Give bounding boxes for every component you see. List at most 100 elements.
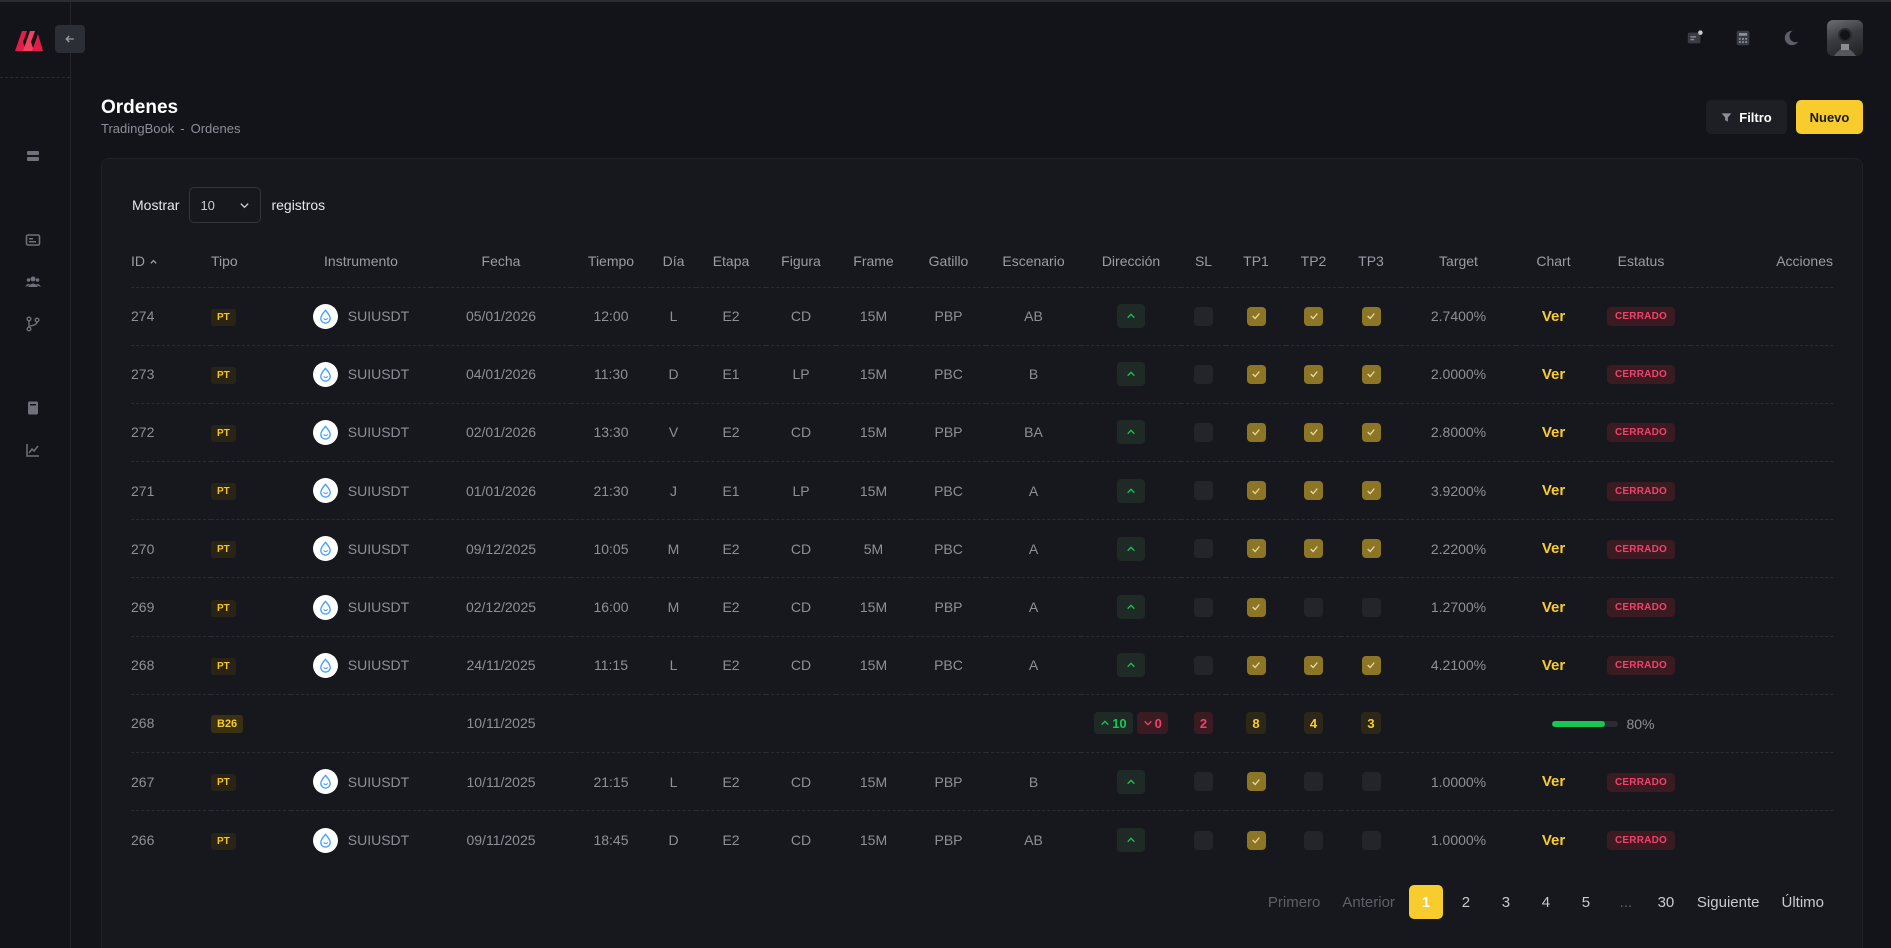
pagination-page-2[interactable]: 2 (1461, 893, 1471, 911)
view-chart-link[interactable]: Ver (1541, 423, 1566, 441)
cell-instrumento: SUIUSDT (291, 752, 431, 812)
cell-acciones (1691, 287, 1833, 346)
tp3-checkbox (1361, 481, 1381, 501)
pagination-page-30[interactable]: 30 (1657, 893, 1675, 911)
sidebar-item-branch[interactable] (23, 314, 43, 334)
column-header-sl[interactable]: SL (1181, 235, 1226, 288)
column-header-direccion[interactable]: Dirección (1081, 235, 1181, 288)
cell-tp1 (1226, 287, 1286, 346)
new-button[interactable]: Nuevo (1796, 100, 1863, 134)
sidebar-item-book[interactable] (23, 398, 43, 418)
column-header-tp2[interactable]: TP2 (1286, 235, 1341, 288)
sidebar (0, 2, 71, 948)
column-header-estatus[interactable]: Estatus (1591, 235, 1691, 288)
cell-fecha: 05/01/2026 (431, 287, 571, 346)
type-badge: PT (211, 308, 236, 326)
filter-button[interactable]: Filtro (1706, 100, 1787, 134)
pagination-first[interactable]: Primero (1267, 893, 1321, 911)
theme-toggle[interactable] (1779, 26, 1803, 50)
user-avatar[interactable] (1827, 20, 1863, 56)
cell-sl (1181, 403, 1226, 463)
view-chart-link[interactable]: Ver (1541, 365, 1566, 383)
view-chart-link[interactable]: Ver (1541, 773, 1566, 791)
page-size-select[interactable]: 10 (189, 187, 262, 223)
pagination-next[interactable]: Siguiente (1696, 893, 1760, 911)
view-chart-link[interactable]: Ver (1541, 307, 1566, 325)
cell-tp3 (1341, 519, 1401, 579)
column-header-tipo[interactable]: Tipo (211, 235, 291, 288)
column-header-id[interactable]: ID (131, 235, 211, 288)
cell-tipo: PT (211, 403, 291, 463)
cell-id: 271 (131, 461, 211, 521)
cell-acciones (1691, 752, 1833, 812)
notes-button[interactable] (1683, 26, 1707, 50)
book-icon (28, 401, 38, 415)
cell-sl (1181, 577, 1226, 637)
column-header-etapa[interactable]: Etapa (696, 235, 766, 288)
pagination-page-1[interactable]: 1 (1408, 885, 1443, 919)
tp3-checkbox (1361, 655, 1381, 675)
sidebar-item-users[interactable] (23, 272, 43, 292)
column-header-figura[interactable]: Figura (766, 235, 836, 288)
direction-up-badge (1117, 595, 1145, 620)
column-header-target[interactable]: Target (1401, 235, 1516, 288)
breadcrumb-item-home[interactable]: TradingBook (101, 121, 175, 136)
sidebar-item-chart[interactable] (23, 440, 43, 460)
column-header-tiempo[interactable]: Tiempo (571, 235, 651, 288)
pagination-prev[interactable]: Anterior (1342, 893, 1395, 911)
cell-tiempo: 13:30 (571, 403, 651, 463)
progress-track (1552, 721, 1619, 728)
column-header-tp1[interactable]: TP1 (1226, 235, 1286, 288)
pagination-page-5[interactable]: 5 (1581, 893, 1591, 911)
pagination-last[interactable]: Último (1781, 893, 1824, 911)
column-header-tp3[interactable]: TP3 (1341, 235, 1401, 288)
tp2-checkbox (1304, 830, 1323, 850)
sui-coin-logo (312, 478, 338, 504)
cell-fecha: 24/11/2025 (431, 636, 571, 695)
view-chart-link[interactable]: Ver (1541, 482, 1566, 500)
up-count: 10 (1112, 715, 1127, 731)
cell-estatus: CERRADO (1591, 287, 1691, 346)
sidebar-item-card[interactable] (23, 230, 43, 250)
column-header-dia[interactable]: Día (651, 235, 696, 288)
view-chart-link[interactable]: Ver (1541, 656, 1566, 674)
column-header-gatillo[interactable]: Gatillo (911, 235, 986, 288)
view-chart-link[interactable]: Ver (1541, 831, 1566, 849)
sui-coin-icon (319, 774, 331, 789)
sui-coin-logo (312, 652, 338, 678)
view-chart-link[interactable]: Ver (1541, 540, 1566, 558)
column-header-frame[interactable]: Frame (836, 235, 911, 288)
progress-label: 80% (1626, 716, 1655, 733)
column-header-escenario[interactable]: Escenario (986, 235, 1081, 288)
cell-escenario: A (986, 461, 1081, 521)
sidebar-item-server[interactable] (23, 146, 43, 166)
sidebar-divider (0, 77, 70, 78)
cell-instrumento: SUIUSDT (291, 403, 431, 463)
column-header-chart[interactable]: Chart (1516, 235, 1591, 288)
calculator-icon (1736, 30, 1750, 46)
sui-coin-logo (312, 769, 338, 795)
cell-gatillo: PBP (911, 403, 986, 463)
cell-target: 2.2200% (1401, 519, 1516, 579)
header-toolbar (1683, 20, 1863, 56)
cell-tp2: 4 (1286, 694, 1341, 754)
sui-coin-logo (312, 594, 338, 620)
cell-tp2 (1286, 287, 1341, 346)
cell-etapa: E2 (696, 636, 766, 695)
cell-direccion (1081, 636, 1181, 695)
column-header-instrumento[interactable]: Instrumento (291, 235, 431, 288)
tp1-checkbox (1246, 422, 1266, 442)
status-badge: CERRADO (1607, 365, 1675, 385)
instrument-name: SUIUSDT (347, 832, 410, 849)
pagination-page-4[interactable]: 4 (1541, 893, 1551, 911)
direction-up-badge (1117, 304, 1145, 329)
sidebar-collapse-button[interactable] (55, 25, 85, 53)
cell-fecha: 04/01/2026 (431, 345, 571, 404)
brand-logo[interactable] (14, 30, 44, 52)
table-header-row: ID Tipo Instrumento Fecha Tiempo Día Eta… (131, 235, 1833, 288)
pagination-page-3[interactable]: 3 (1501, 893, 1511, 911)
view-chart-link[interactable]: Ver (1541, 598, 1566, 616)
column-header-fecha[interactable]: Fecha (431, 235, 571, 288)
cell-tp1 (1226, 752, 1286, 812)
calculator-button[interactable] (1731, 26, 1755, 50)
